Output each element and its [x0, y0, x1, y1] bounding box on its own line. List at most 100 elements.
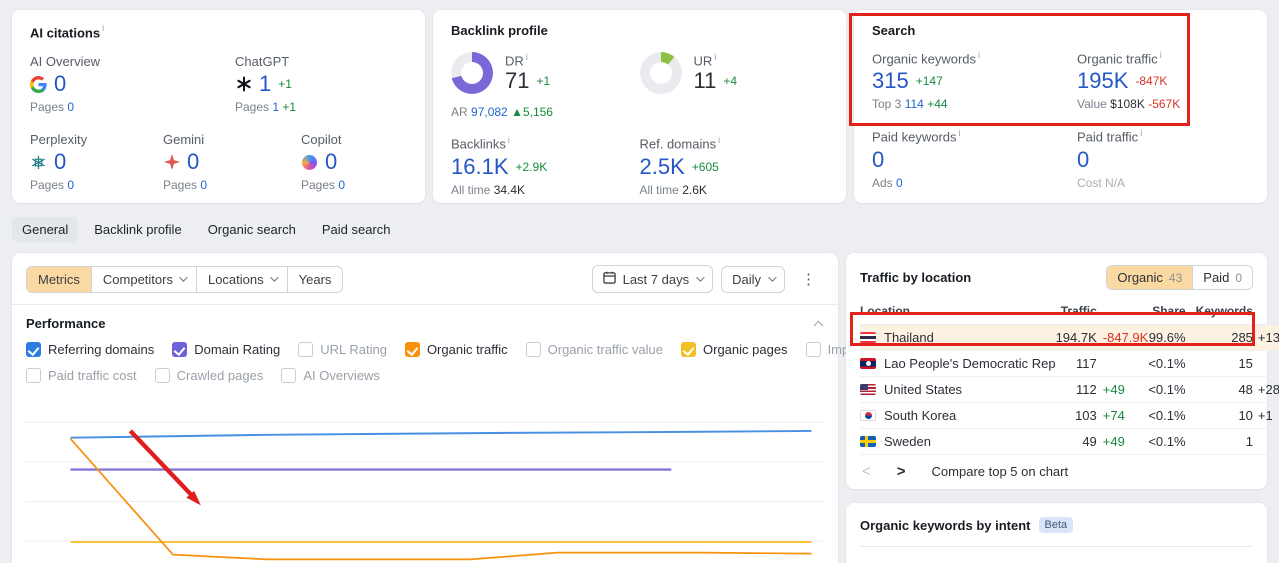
col-header-share[interactable]: Share [1148, 299, 1186, 325]
organic-traffic-value[interactable]: 195K [1077, 68, 1129, 94]
ur-stat: UR i 11 +4 [639, 52, 829, 119]
ai-overview-value[interactable]: 0 [54, 71, 67, 97]
table-row-south-korea[interactable]: South Korea 103 +74 <0.1% 10 +1 [860, 402, 1279, 429]
gemini-value[interactable]: 0 [187, 149, 200, 175]
perplexity-value[interactable]: 0 [54, 149, 67, 175]
checkbox-ai-overviews[interactable]: AI Overviews [281, 368, 380, 383]
ai-overview-label: AI Overview [30, 54, 101, 70]
col-header-location[interactable]: Location [860, 299, 1056, 325]
keywords-link[interactable]: 285 [1185, 324, 1253, 351]
info-icon[interactable]: i [525, 52, 528, 62]
keywords-link[interactable]: 48 [1185, 376, 1253, 403]
info-icon[interactable]: i [1159, 50, 1162, 60]
info-icon[interactable]: i [507, 135, 510, 146]
value-delta: -567K [1148, 97, 1181, 112]
col-header-keywords[interactable]: Keywords [1185, 299, 1253, 325]
checkbox-icon [172, 342, 188, 357]
kebab-menu-icon[interactable]: ⋮ [801, 271, 816, 288]
performance-chart[interactable] [26, 391, 824, 563]
ads-value[interactable]: 0 [896, 175, 903, 190]
top3-value[interactable]: 114 [904, 97, 924, 112]
perplexity-icon [30, 154, 47, 171]
alltime-label: All time [639, 182, 679, 197]
organic-traffic-stat: Organic traffic i 195K -847K Value $108K -… [1077, 50, 1180, 111]
granularity-dropdown[interactable]: Daily [721, 265, 785, 293]
prev-page-button[interactable]: < [862, 463, 871, 480]
backlinks-value[interactable]: 16.1K [451, 153, 509, 179]
copilot-value[interactable]: 0 [325, 149, 338, 175]
years-button[interactable]: Years [286, 266, 343, 292]
table-row-sweden[interactable]: Sweden 49 +49 <0.1% 1 [860, 428, 1279, 455]
perplexity-pages[interactable]: 0 [67, 178, 75, 193]
checkbox-icon [681, 342, 696, 357]
ai-overview-pages[interactable]: 0 [67, 100, 75, 115]
chart-line-organic-traffic [69, 438, 812, 561]
organic-keywords-value[interactable]: 315 [872, 68, 909, 94]
compare-top5-link[interactable]: Compare top 5 on chart [931, 464, 1069, 479]
tab-organic-search[interactable]: Organic search [207, 222, 296, 237]
checkbox-referring-domains[interactable]: Referring domains [26, 342, 154, 357]
info-icon[interactable]: i [718, 135, 721, 146]
ar-value[interactable]: 97,082 [471, 105, 508, 120]
checkbox-domain-rating[interactable]: Domain Rating [172, 342, 280, 357]
table-row-united-states[interactable]: United States 112 +49 <0.1% 48 +28 [860, 376, 1279, 403]
traffic-delta: -847.9K [1096, 324, 1149, 351]
toggle-organic[interactable]: Organic 43 [1107, 266, 1193, 289]
tab-paid-search[interactable]: Paid search [321, 222, 391, 237]
search-title: Search [872, 23, 916, 38]
chatgpt-stat: ChatGPT 1 +1 Pages 1 +1 [235, 54, 296, 114]
paid-traffic-value[interactable]: 0 [1077, 146, 1090, 172]
keywords-link[interactable]: 15 [1185, 350, 1253, 377]
google-g-icon [30, 75, 47, 93]
checkbox-crawled-pages[interactable]: Crawled pages [154, 368, 263, 383]
checkbox-paid-traffic-cost[interactable]: Paid traffic cost [26, 368, 137, 383]
info-icon[interactable]: i [102, 23, 105, 33]
organic-traffic-delta: -847K [1135, 74, 1168, 89]
gemini-pages[interactable]: 0 [200, 178, 208, 193]
organic-keywords-label: Organic keywords [872, 51, 977, 67]
info-icon[interactable]: i [714, 52, 717, 62]
col-header-traffic[interactable]: Traffic [1055, 299, 1097, 325]
intent-title: Organic keywords by intent [860, 517, 1031, 533]
chatgpt-value[interactable]: 1 [259, 71, 272, 97]
keywords-delta [1252, 428, 1279, 455]
info-icon[interactable]: i [958, 128, 961, 139]
refdomains-alltime: 2.6K [682, 182, 707, 197]
keywords-link[interactable]: 1 [1185, 428, 1253, 455]
checkbox-organic-pages[interactable]: Organic pages [681, 342, 788, 357]
copilot-pages[interactable]: 0 [338, 178, 346, 193]
date-range-dropdown[interactable]: Last 7 days [591, 265, 714, 293]
tab-general[interactable]: General [12, 217, 79, 242]
ai-overview-stat: AI Overview 0 Pages 0 [30, 54, 235, 114]
filter-group: Metrics Competitors Locations Years [26, 265, 344, 293]
share-value: <0.1% [1148, 376, 1186, 403]
refdomains-value[interactable]: 2.5K [639, 153, 685, 179]
info-icon[interactable]: i [978, 50, 981, 60]
tab-backlink-profile[interactable]: Backlink profile [94, 222, 182, 237]
chatgpt-pages[interactable]: 1 [272, 100, 280, 115]
paid-traffic-stat: Paid traffic i 0 Cost N/A [1077, 128, 1142, 189]
checkbox-url-rating[interactable]: URL Rating [298, 342, 387, 357]
info-icon[interactable]: i [1140, 128, 1143, 139]
next-page-button[interactable]: > [896, 463, 906, 480]
collapse-chevron-icon[interactable] [813, 320, 824, 331]
gemini-icon [163, 154, 180, 171]
locations-dropdown[interactable]: Locations [195, 266, 287, 292]
chatgpt-pages-delta: +1 [282, 100, 297, 115]
checkbox-organic-traffic[interactable]: Organic traffic [404, 342, 508, 357]
paid-keywords-value[interactable]: 0 [872, 146, 885, 172]
keywords-link[interactable]: 10 [1185, 402, 1253, 429]
checkbox-organic-traffic-value[interactable]: Organic traffic value [525, 342, 663, 357]
checkbox-icon [805, 342, 821, 357]
dr-delta: +1 [536, 74, 551, 89]
traffic-delta: +49 [1096, 376, 1149, 403]
flag-thailand-icon [860, 332, 876, 343]
toggle-paid[interactable]: Paid 0 [1192, 266, 1252, 289]
metrics-button[interactable]: Metrics [27, 266, 91, 292]
copilot-stat: Copilot 0 Pages 0 [301, 132, 345, 192]
competitors-dropdown[interactable]: Competitors [90, 266, 196, 292]
table-row-laos[interactable]: Lao People's Democratic Rep 117 <0.1% 15 [860, 350, 1279, 377]
table-row-thailand[interactable]: Thailand 194.7K -847.9K 99.6% 285 +131 [860, 324, 1279, 351]
beta-badge: Beta [1038, 517, 1074, 533]
country-name: Sweden [884, 434, 931, 449]
